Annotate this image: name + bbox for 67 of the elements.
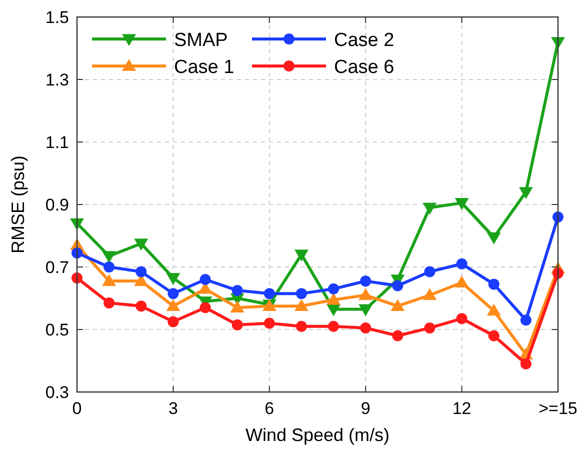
- point: [328, 283, 340, 294]
- point: [520, 358, 532, 370]
- y-tick-label: 0.7: [45, 258, 69, 277]
- point: [166, 299, 180, 311]
- point: [102, 274, 116, 286]
- x-axis-title: Wind Speed (m/s): [245, 425, 390, 445]
- point: [200, 274, 211, 285]
- point: [104, 297, 115, 308]
- point: [134, 238, 148, 251]
- legend-label: Case 6: [334, 57, 394, 78]
- point: [326, 304, 341, 316]
- point: [358, 288, 373, 300]
- point: [392, 280, 404, 292]
- point: [424, 322, 436, 334]
- point: [456, 313, 468, 324]
- legend-label: Case 1: [174, 57, 234, 78]
- x-tick-label: 6: [264, 399, 274, 418]
- x-tick-label: 12: [452, 399, 472, 418]
- y-tick-label: 0.3: [45, 383, 69, 402]
- point: [360, 322, 372, 334]
- point: [456, 258, 468, 270]
- point: [326, 292, 341, 305]
- point: [264, 318, 275, 329]
- point: [294, 299, 308, 311]
- point: [168, 288, 179, 300]
- y-tick-label: 1.3: [45, 70, 69, 90]
- x-tick-label: 3: [168, 399, 178, 418]
- point: [518, 187, 533, 199]
- point: [486, 304, 501, 316]
- point: [488, 330, 500, 342]
- x-tick-label: >=15: [538, 399, 578, 418]
- point: [166, 273, 180, 285]
- legend-label: Case 2: [334, 30, 394, 51]
- legend-label: SMAP: [174, 30, 228, 51]
- point: [488, 278, 500, 290]
- point: [104, 262, 115, 272]
- point: [296, 288, 307, 300]
- y-tick-label: 0.9: [45, 196, 69, 214]
- point: [392, 330, 404, 342]
- point: [422, 288, 437, 300]
- point: [424, 266, 436, 278]
- point: [168, 316, 179, 328]
- point: [390, 299, 405, 311]
- y-axis-title: RMSE (psu): [8, 155, 28, 254]
- point: [294, 250, 308, 262]
- point: [136, 266, 147, 278]
- y-tick-label: 0.5: [45, 320, 69, 340]
- point: [454, 276, 469, 288]
- point: [422, 202, 437, 215]
- point: [296, 320, 307, 332]
- point: [264, 288, 275, 300]
- point: [486, 232, 501, 244]
- point: [232, 284, 243, 296]
- x-tick-label: 9: [360, 399, 370, 418]
- y-tick-label: 1.1: [45, 133, 69, 152]
- point: [200, 302, 211, 314]
- point: [102, 251, 116, 264]
- point: [136, 300, 147, 312]
- y-tick-label: 1.5: [45, 8, 69, 27]
- point: [360, 276, 372, 287]
- point: [232, 319, 243, 330]
- point: [328, 320, 340, 332]
- point: [520, 314, 532, 326]
- point: [358, 304, 373, 316]
- x-tick-label: 0: [72, 399, 82, 418]
- point: [454, 198, 469, 210]
- point: [230, 300, 244, 313]
